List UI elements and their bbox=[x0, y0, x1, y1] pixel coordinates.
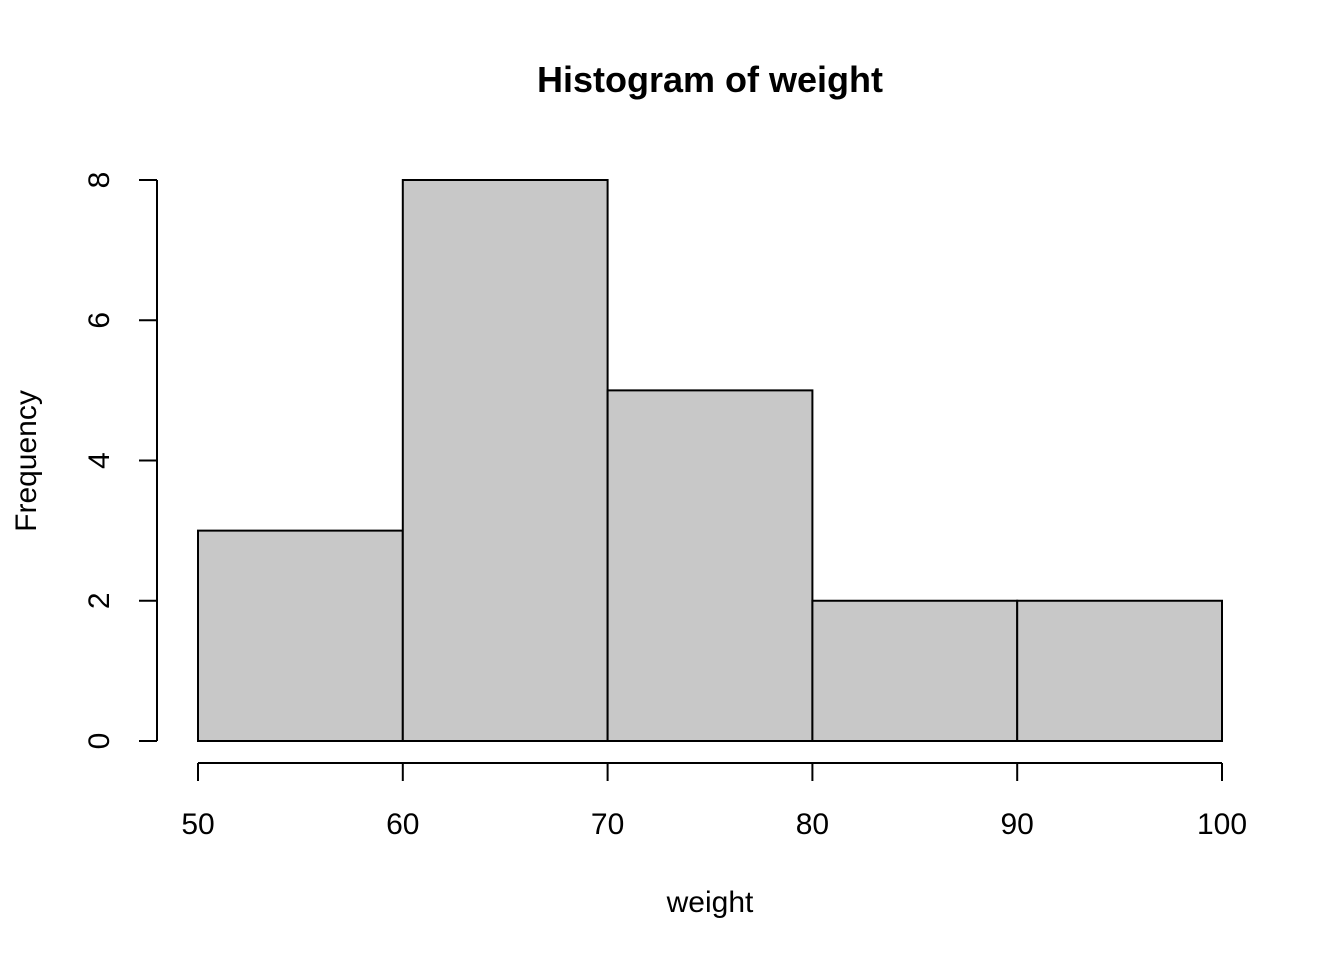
x-axis: 50 60 70 80 90 100 bbox=[181, 762, 1247, 841]
histogram-bar-5 bbox=[1016, 599, 1224, 742]
x-tick-label-60: 60 bbox=[386, 808, 419, 841]
histogram-bar-3 bbox=[606, 389, 814, 742]
x-tick-label-50: 50 bbox=[181, 808, 214, 841]
x-tick-label-90: 90 bbox=[1001, 808, 1034, 841]
y-tick-label-8: 8 bbox=[83, 172, 116, 189]
y-axis-label: Frequency bbox=[10, 390, 43, 532]
y-tick-label-4: 4 bbox=[83, 452, 116, 469]
x-tick-label-100: 100 bbox=[1197, 808, 1247, 841]
x-axis-label: weight bbox=[666, 886, 754, 919]
x-tick-label-80: 80 bbox=[796, 808, 829, 841]
histogram-bar-2 bbox=[401, 179, 609, 742]
y-tick-label-0: 0 bbox=[83, 733, 116, 750]
x-tick-label-70: 70 bbox=[591, 808, 624, 841]
histogram-bar-1 bbox=[197, 529, 404, 742]
y-tick-label-2: 2 bbox=[83, 592, 116, 609]
y-axis: 0 2 4 6 8 bbox=[83, 172, 158, 750]
histogram-bar-4 bbox=[811, 599, 1019, 742]
chart-title: Histogram of weight bbox=[537, 59, 883, 100]
y-tick-label-6: 6 bbox=[83, 312, 116, 329]
bars-group bbox=[197, 179, 1224, 742]
